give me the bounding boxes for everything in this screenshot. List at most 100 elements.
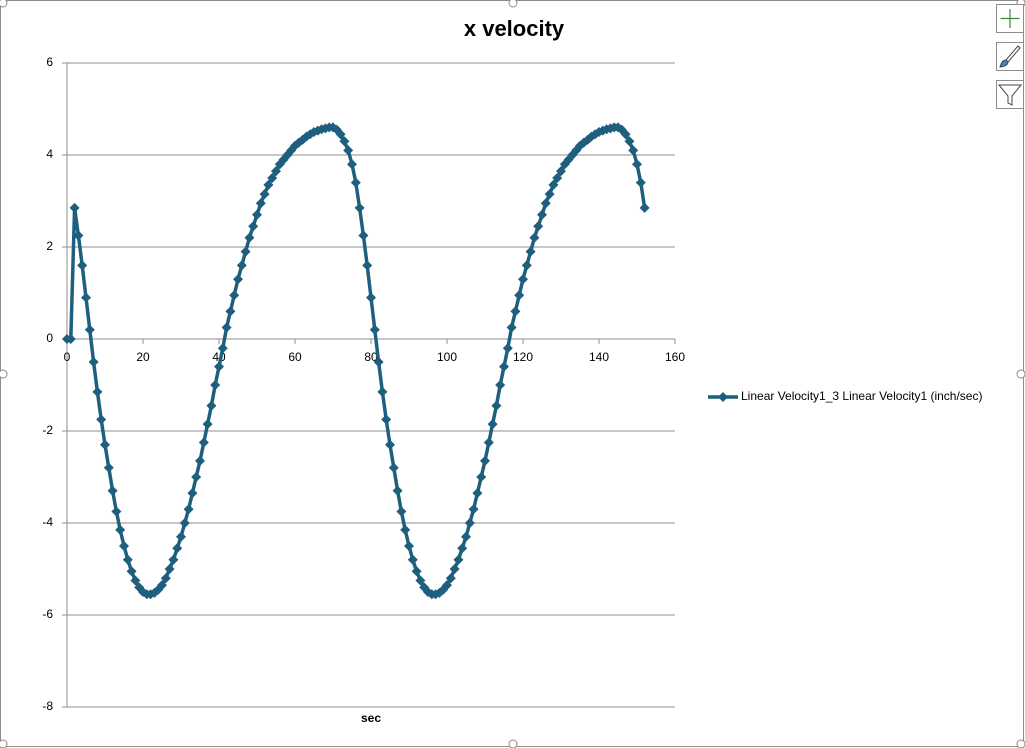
data-point — [506, 322, 517, 333]
data-point — [96, 414, 107, 425]
data-point — [130, 575, 141, 586]
data-point — [176, 531, 186, 542]
data-point — [628, 145, 639, 156]
data-point — [537, 209, 547, 220]
handle[interactable] — [0, 369, 8, 379]
data-point — [495, 380, 506, 390]
data-point — [100, 439, 110, 450]
data-point — [183, 504, 194, 515]
data-point — [461, 531, 471, 542]
data-point — [65, 334, 76, 344]
data-point — [385, 439, 395, 450]
handle[interactable] — [0, 739, 8, 748]
legend-marker — [718, 392, 728, 402]
y-tick-label: 2 — [46, 239, 53, 253]
y-tick-label: 6 — [46, 55, 53, 69]
data-point — [487, 419, 498, 430]
data-point — [77, 260, 88, 271]
data-point — [217, 343, 228, 354]
data-point — [343, 145, 354, 156]
handle[interactable] — [0, 0, 8, 8]
data-point — [552, 173, 563, 183]
data-point — [529, 232, 540, 243]
data-point — [491, 400, 502, 411]
data-point — [255, 198, 266, 209]
handle[interactable] — [1016, 369, 1025, 379]
data-point — [514, 290, 525, 301]
data-point — [191, 472, 202, 482]
data-point — [214, 361, 224, 372]
chart-elements-button[interactable] — [996, 4, 1024, 33]
data-point — [476, 472, 487, 482]
data-point — [122, 554, 133, 565]
data-point — [259, 189, 270, 200]
handle[interactable] — [1016, 739, 1025, 748]
data-point — [521, 260, 532, 271]
handle[interactable] — [508, 0, 518, 8]
data-point — [229, 290, 240, 301]
data-point — [84, 324, 95, 335]
data-point — [366, 292, 376, 303]
data-point — [362, 260, 373, 271]
data-point — [453, 554, 464, 565]
data-point — [73, 230, 84, 241]
y-tick-label: -6 — [42, 607, 53, 621]
data-point — [119, 541, 129, 551]
legend-item: Linear Velocity1_3 Linear Velocity1 (inc… — [708, 389, 982, 403]
data-point — [499, 361, 509, 372]
data-point — [411, 566, 422, 577]
data-point — [347, 159, 357, 170]
data-point — [252, 209, 262, 220]
data-point — [510, 306, 521, 317]
data-point — [225, 306, 236, 317]
data-point — [221, 322, 232, 333]
data-point — [354, 202, 365, 213]
data-point — [157, 580, 167, 591]
data-point — [240, 246, 251, 257]
data-point — [168, 554, 179, 565]
data-point — [164, 564, 175, 574]
data-point — [103, 462, 114, 473]
data-point — [624, 136, 635, 147]
data-point — [457, 543, 468, 554]
data-point — [525, 246, 536, 257]
data-point — [632, 159, 642, 170]
x-axis-title: sec — [361, 711, 381, 725]
data-point — [518, 274, 528, 285]
x-tick-label: 20 — [136, 350, 150, 364]
data-point — [472, 488, 483, 499]
y-tick-label: -8 — [42, 699, 53, 713]
data-point — [206, 400, 217, 411]
legend-label: Linear Velocity1_3 Linear Velocity1 (inc… — [741, 389, 982, 403]
data-point — [202, 419, 213, 430]
data-point — [198, 437, 209, 448]
y-tick-label: 4 — [46, 147, 53, 161]
data-point — [271, 166, 281, 177]
data-point — [597, 125, 608, 136]
chart-filters-button[interactable] — [996, 80, 1024, 109]
data-point — [445, 573, 456, 584]
data-point — [248, 221, 259, 232]
y-tick-label: 0 — [46, 331, 53, 345]
data-point — [244, 232, 255, 243]
handle[interactable] — [508, 739, 518, 748]
data-point — [88, 357, 99, 367]
data-point — [407, 554, 418, 565]
data-point — [160, 573, 171, 584]
data-point — [639, 202, 650, 213]
data-point — [377, 386, 388, 397]
data-point — [339, 136, 350, 147]
x-tick-label: 60 — [288, 350, 302, 364]
data-point — [312, 125, 323, 136]
x-tick-label: 160 — [665, 350, 685, 364]
data-point — [335, 129, 346, 140]
data-point — [544, 189, 555, 200]
data-point — [111, 506, 122, 517]
data-point — [480, 455, 490, 466]
data-point — [635, 177, 646, 188]
chart-styles-button[interactable] — [996, 42, 1024, 71]
data-point — [400, 524, 411, 535]
x-tick-label: 100 — [437, 350, 457, 364]
